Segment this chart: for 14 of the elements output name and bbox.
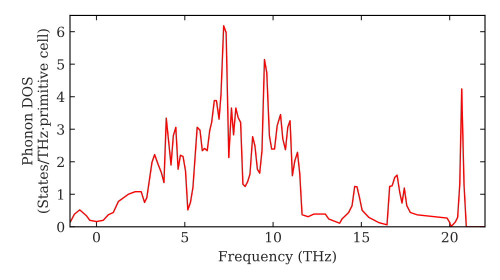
x-tick-label: 20: [442, 232, 458, 242]
y-tick-label: 6: [57, 26, 64, 38]
y-tick-label: 5: [57, 59, 64, 70]
y-tick-label: 2: [57, 156, 64, 168]
x-tick-label: 10: [266, 232, 281, 242]
y-tick-label: 3: [57, 124, 64, 135]
y-axis-title: Phonon DOS (States/THz·primitive cell): [22, 29, 51, 213]
y-tick-label: 4: [56, 92, 64, 102]
x-tick-label: 0: [92, 232, 100, 242]
y-tick-label: 1: [58, 189, 64, 200]
y-tick-label: 0: [57, 222, 64, 232]
x-tick-label: 15: [354, 232, 370, 242]
x-axis-title: Frequency (THz): [218, 250, 336, 264]
x-tick-label: 5: [182, 232, 188, 242]
